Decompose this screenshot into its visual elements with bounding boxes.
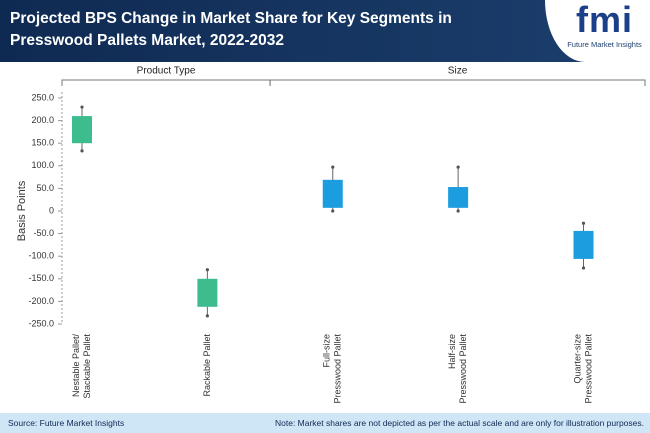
group-label: Product Type	[137, 66, 196, 77]
logo-text: fmi	[576, 0, 633, 40]
y-tick-label: 0	[49, 205, 54, 215]
box	[197, 278, 218, 307]
whisker-end	[456, 165, 460, 169]
y-tick-label: 100.0	[31, 160, 54, 170]
logo: fmi Future Market Insights	[545, 0, 650, 62]
y-tick-label: 200.0	[31, 115, 54, 125]
x-tick-label: Presswood Pallet	[458, 334, 468, 404]
group-bracket	[61, 79, 271, 86]
whisker-end	[80, 149, 84, 153]
logo-subtitle: Future Market Insights	[567, 40, 642, 49]
box	[72, 116, 92, 144]
box	[448, 187, 469, 208]
group-label: Size	[448, 66, 468, 77]
chart-title: Projected BPS Change in Market Share for…	[10, 10, 452, 49]
y-tick-label: -100.0	[28, 251, 54, 261]
note: Note: Market shares are not depicted as …	[274, 418, 644, 428]
whisker-end	[205, 314, 209, 318]
whisker-end	[456, 209, 460, 213]
whisker-end	[205, 268, 209, 272]
y-axis-label: Basis Points	[16, 180, 28, 241]
y-tick-label: 150.0	[31, 138, 54, 148]
y-tick-label: 250.0	[31, 92, 54, 102]
x-tick-label: Quarter-size	[572, 334, 582, 384]
y-tick-label: -50.0	[33, 228, 54, 238]
box	[573, 230, 594, 259]
x-tick-label: Full-size	[322, 334, 332, 368]
x-tick-label: Stackable Pallet	[82, 334, 92, 399]
footer: Source: Future Market Insights Note: Mar…	[0, 413, 650, 433]
whisker-end	[80, 105, 84, 109]
y-tick-label: -200.0	[28, 296, 54, 306]
whisker-end	[331, 209, 335, 213]
y-tick-label: 50.0	[36, 183, 54, 193]
x-tick-label: Nestable Pallet/	[71, 334, 81, 398]
group-bracket	[269, 79, 646, 86]
whisker-end	[331, 165, 335, 169]
y-tick-label: -250.0	[28, 318, 54, 328]
x-tick-label: Presswood Pallet	[583, 334, 593, 404]
box	[322, 179, 343, 208]
header: Projected BPS Change in Market Share for…	[0, 0, 650, 62]
x-tick-label: Presswood Pallet	[333, 334, 343, 404]
y-tick-label: -150.0	[28, 273, 54, 283]
chart: Basis Points 250.0 200.0 150.0 100.0 50.0 0 -5…	[16, 66, 646, 404]
x-tick-label: Rackable Pallet	[202, 334, 212, 397]
source: Source: Future Market Insights	[8, 418, 125, 428]
x-tick-label: Half-size	[447, 334, 457, 369]
whisker-end	[581, 221, 586, 225]
whisker-end	[581, 266, 586, 270]
